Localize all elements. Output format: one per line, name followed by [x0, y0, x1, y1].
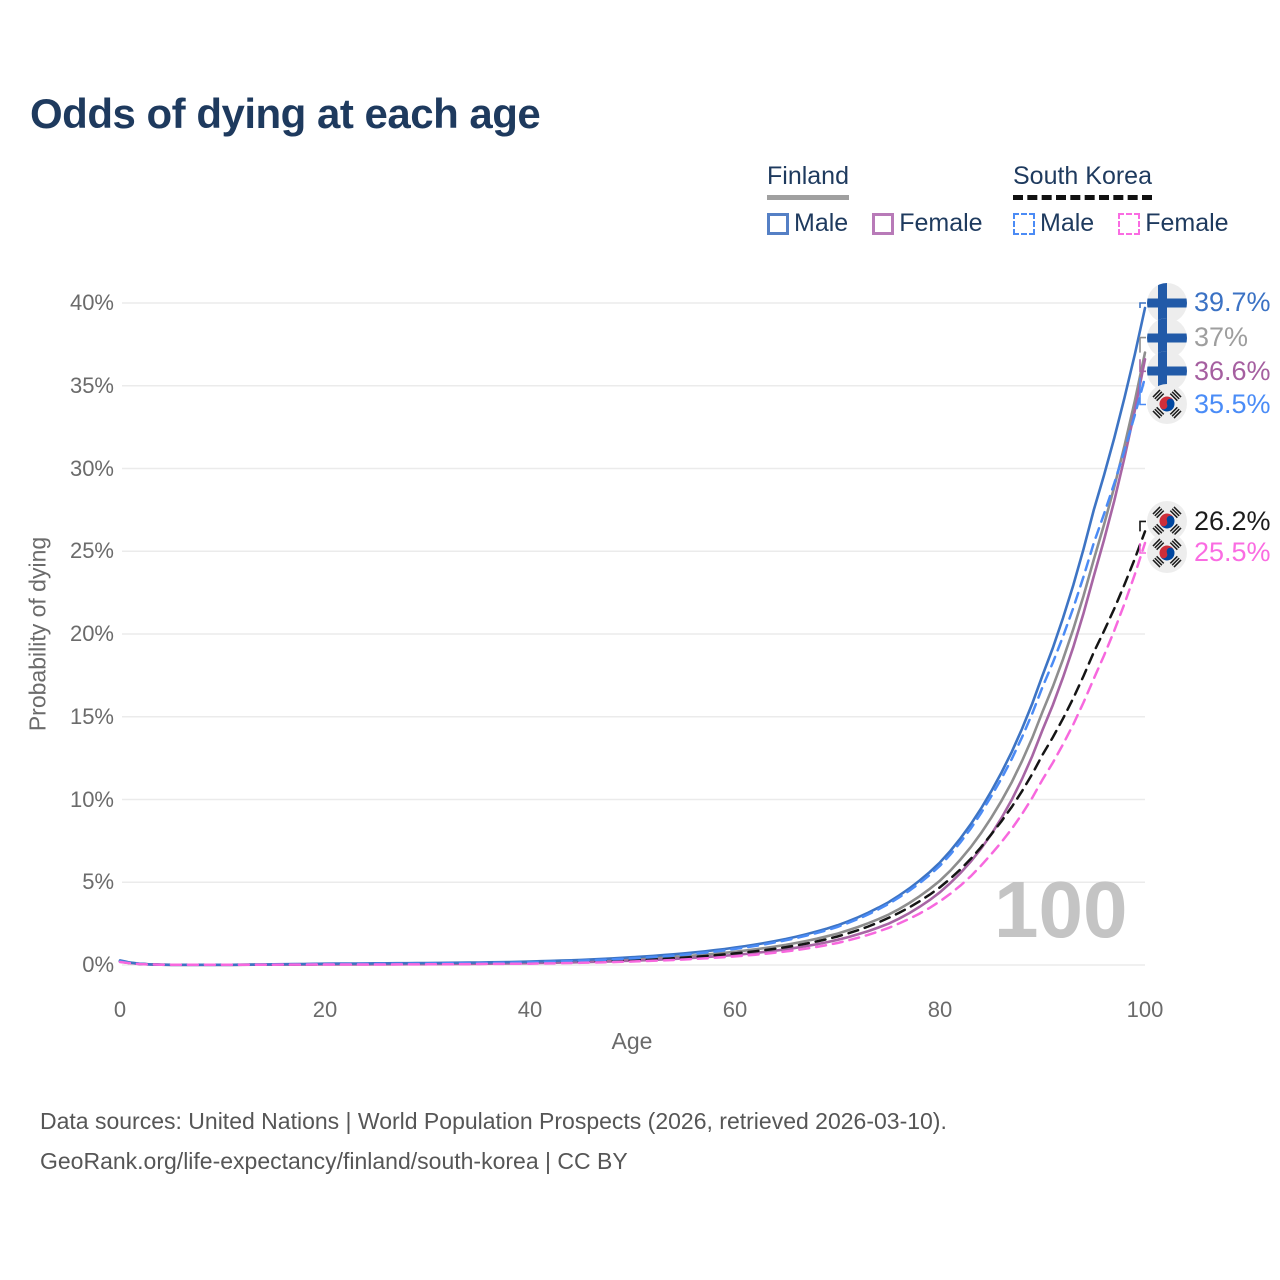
footer-data-sources: Data sources: United Nations | World Pop…: [40, 1108, 947, 1134]
connector-south-korea-total: [1139, 520, 1146, 532]
connector-south-korea-female: [1139, 543, 1146, 554]
south-korea-female-swatch-icon: [1118, 212, 1141, 235]
x-axis-title: Age: [611, 1028, 653, 1054]
x-tick-label: 0: [113, 997, 127, 1022]
legend-item-south-korea-female[interactable]: Female: [1118, 209, 1229, 238]
end-label-south-korea-total: 26.2%: [1147, 500, 1271, 542]
line-finland-female[interactable]: [118, 358, 1147, 967]
connector-finland-male: [1139, 302, 1146, 308]
x-tick-label: 100: [1126, 997, 1164, 1022]
y-tick-label: 10%: [69, 786, 114, 812]
end-label-finland-male: 39.7%: [1147, 282, 1271, 324]
y-tick-label: 25%: [69, 538, 114, 564]
x-tick-label: 80: [927, 997, 953, 1022]
south-korea-flag-icon: [1147, 532, 1187, 573]
line-finland-male[interactable]: [118, 306, 1147, 967]
end-label-finland-female: 36.6%: [1147, 350, 1271, 392]
x-tick-label: 60: [722, 997, 748, 1022]
y-tick-label: 40%: [69, 290, 114, 315]
x-tick-label: 20: [312, 997, 338, 1022]
end-label-value: 26.2%: [1194, 505, 1271, 536]
end-label-finland-total: 37%: [1147, 317, 1248, 359]
y-tick-label: 35%: [69, 372, 114, 398]
end-label-value: 35.5%: [1194, 388, 1271, 419]
south-korea-flag-icon: [1147, 501, 1187, 542]
line-south-korea-total[interactable]: [118, 530, 1147, 967]
y-tick-label: 15%: [69, 703, 114, 729]
south-korea-flag-icon: [1147, 384, 1187, 425]
legend-group-finland: Finland Male Female: [767, 162, 983, 238]
end-label-south-korea-female: 25.5%: [1147, 532, 1271, 574]
age-cursor-watermark: 100: [994, 865, 1128, 954]
footer-attribution: GeoRank.org/life-expectancy/finland/sout…: [40, 1148, 628, 1174]
finland-flag-icon: [1147, 317, 1187, 358]
legend-heading-finland[interactable]: Finland: [767, 162, 849, 200]
legend-heading-south-korea[interactable]: South Korea: [1013, 162, 1152, 200]
end-label-south-korea-male: 35.5%: [1147, 383, 1271, 425]
legend-label-south-korea-male: Male: [1040, 209, 1095, 237]
finland-flag-icon: [1147, 351, 1187, 392]
legend-label-finland-male: Male: [794, 209, 849, 237]
end-label-value: 25.5%: [1194, 537, 1271, 568]
y-tick-label: 20%: [69, 621, 114, 646]
connector-finland-total: [1139, 336, 1146, 353]
y-tick-label: 30%: [69, 455, 114, 481]
line-south-korea-female[interactable]: [118, 541, 1147, 967]
y-tick-label: 0%: [82, 952, 114, 977]
connector-finland-female: [1139, 359, 1146, 373]
south-korea-male-swatch-icon: [1013, 212, 1035, 235]
legend-item-finland-female[interactable]: Female: [872, 209, 983, 238]
line-south-korea-male[interactable]: [118, 376, 1147, 967]
x-tick-label: 40: [517, 997, 543, 1022]
line-finland-total[interactable]: [118, 351, 1147, 967]
page-title: Odds of dying at each age: [30, 90, 541, 137]
finland-flag-icon: [1147, 282, 1187, 323]
legend-item-finland-male[interactable]: Male: [767, 209, 848, 238]
end-label-value: 37%: [1194, 322, 1249, 353]
y-axis-title: Probability of dying: [24, 536, 51, 732]
end-label-value: 36.6%: [1194, 355, 1271, 386]
legend-label-south-korea-female: Female: [1145, 209, 1229, 237]
legend-group-south-korea: South Korea Male Female: [1013, 162, 1229, 238]
end-label-value: 39.7%: [1194, 287, 1271, 318]
finland-female-swatch-icon: [872, 212, 895, 235]
legend-item-south-korea-male[interactable]: Male: [1013, 209, 1094, 238]
connector-south-korea-male: [1139, 377, 1146, 406]
legend-label-finland-female: Female: [899, 209, 983, 237]
finland-male-swatch-icon: [767, 212, 789, 235]
y-tick-label: 5%: [82, 869, 114, 895]
